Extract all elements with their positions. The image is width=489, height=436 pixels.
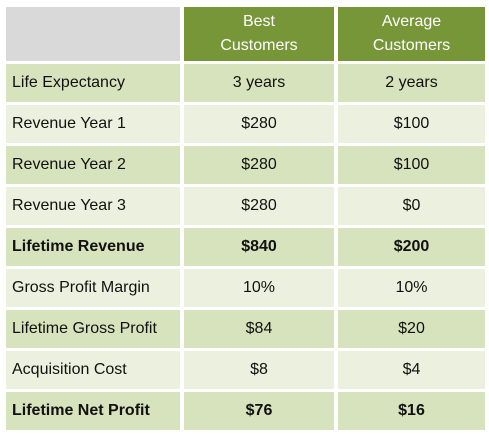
row-label[interactable]: Life Expectancy — [6, 64, 180, 102]
header-best-line1: Best — [242, 13, 275, 30]
best-value[interactable]: $280 — [184, 105, 334, 143]
best-value[interactable]: $280 — [184, 146, 334, 184]
best-value[interactable]: $8 — [184, 351, 334, 389]
average-value[interactable]: $200 — [338, 228, 485, 266]
row-label[interactable]: Acquisition Cost — [6, 351, 180, 389]
header-average-line1: Average — [381, 13, 442, 30]
average-value[interactable]: 2 years — [338, 64, 485, 102]
row-label[interactable]: Gross Profit Margin — [6, 269, 180, 307]
customer-comparison-table: Best Customers Average Customers Life Ex… — [6, 7, 485, 430]
row-label[interactable]: Lifetime Revenue — [6, 228, 180, 266]
row-label[interactable]: Lifetime Net Profit — [6, 392, 180, 430]
best-value[interactable]: 10% — [184, 269, 334, 307]
average-value[interactable]: $100 — [338, 146, 485, 184]
row-label[interactable]: Revenue Year 2 — [6, 146, 180, 184]
row-label[interactable]: Revenue Year 1 — [6, 105, 180, 143]
header-best-customers[interactable]: Best Customers — [184, 7, 334, 61]
best-value[interactable]: $280 — [184, 187, 334, 225]
header-average-customers[interactable]: Average Customers — [338, 7, 485, 61]
row-label[interactable]: Revenue Year 3 — [6, 187, 180, 225]
average-value[interactable]: $20 — [338, 310, 485, 348]
average-value[interactable]: $16 — [338, 392, 485, 430]
best-value[interactable]: $76 — [184, 392, 334, 430]
best-value[interactable]: $840 — [184, 228, 334, 266]
row-label[interactable]: Lifetime Gross Profit — [6, 310, 180, 348]
header-average-line2: Customers — [372, 37, 451, 54]
best-value[interactable]: $84 — [184, 310, 334, 348]
average-value[interactable]: $100 — [338, 105, 485, 143]
average-value[interactable]: $4 — [338, 351, 485, 389]
corner-cell[interactable] — [6, 7, 180, 61]
average-value[interactable]: 10% — [338, 269, 485, 307]
best-value[interactable]: 3 years — [184, 64, 334, 102]
average-value[interactable]: $0 — [338, 187, 485, 225]
header-best-line2: Customers — [220, 37, 298, 54]
